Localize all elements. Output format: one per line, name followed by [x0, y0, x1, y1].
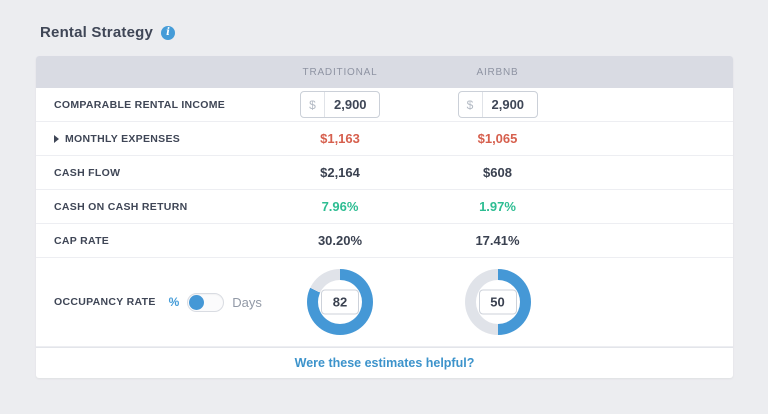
table-row: COMPARABLE RENTAL INCOME $ $	[36, 88, 733, 122]
row-label: CASH ON CASH RETURN	[54, 200, 188, 213]
coc-return-traditional: 7.96%	[321, 199, 359, 214]
info-icon[interactable]: i	[161, 25, 176, 40]
estimates-helpful-link[interactable]: Were these estimates helpful?	[294, 356, 475, 370]
row-label: MONTHLY EXPENSES	[65, 132, 181, 145]
occupancy-row: OCCUPANCY RATE % Days 82 50	[36, 258, 733, 347]
card-footer: Were these estimates helpful?	[36, 347, 733, 378]
monthly-expenses-airbnb: $1,065	[477, 131, 518, 146]
dollar-sign-icon: $	[459, 92, 483, 117]
percent-days-toggle[interactable]	[187, 292, 225, 312]
column-header-traditional: TRADITIONAL	[302, 66, 378, 78]
dollar-sign-icon: $	[301, 92, 325, 117]
occupancy-value-airbnb[interactable]: 50	[478, 289, 517, 315]
cap-rate-airbnb: 17.41%	[475, 233, 520, 248]
table-row: CASH FLOW $2,164 $608	[36, 156, 733, 190]
rental-income-value-airbnb[interactable]	[482, 97, 537, 112]
occupancy-value-traditional[interactable]: 82	[321, 289, 359, 315]
occupancy-donut-airbnb: 50	[464, 269, 531, 335]
row-label: COMPARABLE RENTAL INCOME	[54, 98, 226, 111]
cap-rate-traditional: 30.20%	[317, 233, 363, 248]
table-row: CASH ON CASH RETURN 7.96% 1.97%	[36, 190, 733, 224]
days-toggle-label[interactable]: Days	[232, 294, 262, 310]
page-title-bar: Rental Strategy i	[40, 24, 176, 41]
monthly-expenses-expander[interactable]: MONTHLY EXPENSES	[36, 133, 261, 145]
table-row: CAP RATE 30.20% 17.41%	[36, 224, 733, 258]
row-label: OCCUPANCY RATE	[54, 296, 156, 308]
table-header-row: TRADITIONAL AIRBNB	[36, 56, 733, 88]
cash-flow-traditional: $2,164	[320, 165, 360, 180]
percent-toggle-label[interactable]: %	[168, 295, 180, 309]
page-title: Rental Strategy	[40, 24, 154, 41]
rental-income-value-traditional[interactable]	[325, 97, 379, 112]
column-header-airbnb: AIRBNB	[476, 66, 519, 78]
occupancy-donut-traditional: 82	[307, 269, 373, 335]
row-label: CAP RATE	[54, 234, 110, 247]
expand-caret-icon[interactable]	[54, 134, 59, 143]
rental-income-input-traditional[interactable]: $	[300, 91, 380, 118]
toggle-knob[interactable]	[189, 294, 205, 310]
row-label: CASH FLOW	[54, 166, 121, 179]
cash-flow-airbnb: $608	[483, 165, 512, 180]
rental-income-input-airbnb[interactable]: $	[457, 91, 538, 118]
table-row: MONTHLY EXPENSES $1,163 $1,065	[36, 122, 733, 156]
monthly-expenses-traditional: $1,163	[320, 131, 360, 146]
coc-return-airbnb: 1.97%	[479, 199, 516, 214]
rental-strategy-card: TRADITIONAL AIRBNB COMPARABLE RENTAL INC…	[36, 56, 733, 378]
